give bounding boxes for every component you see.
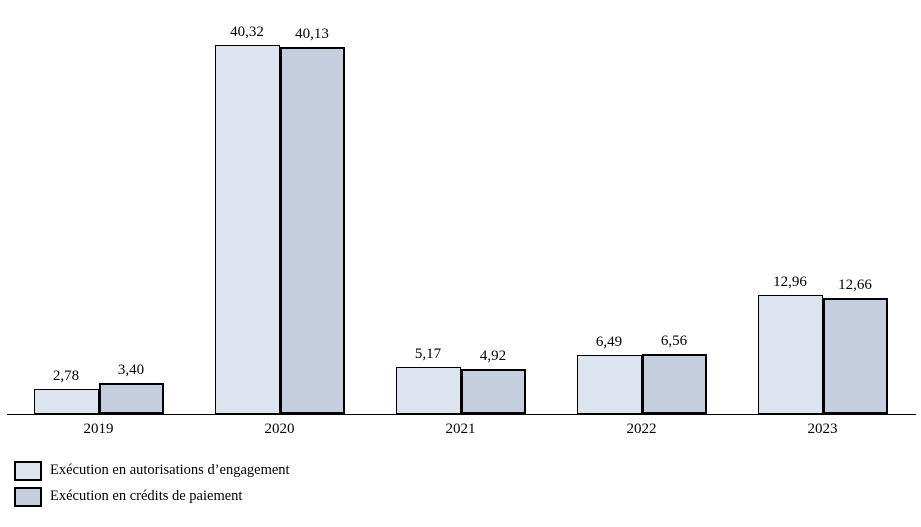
bar-series2-2019 xyxy=(98,383,164,414)
legend-item-autorisations-engagement: Exécution en autorisations d’engagement xyxy=(14,460,290,481)
bar-series1-2022 xyxy=(576,355,642,414)
bar-value-label-series1-2019: 2,78 xyxy=(52,368,80,384)
bar-value-label-series2-2022: 6,56 xyxy=(660,333,688,349)
bar-value-label-series2-2020: 40,13 xyxy=(295,26,329,42)
x-axis-tick-label-2022: 2022 xyxy=(626,421,657,437)
bar-value-label-series2-2021: 4,92 xyxy=(479,348,507,364)
x-axis-tick-label-2019: 2019 xyxy=(83,421,114,437)
bar-series2-2020 xyxy=(279,47,345,414)
plot-area: 2,78 3,40 2019 40,32 40,13 2020 5,17 4,92 2021 6,… xyxy=(7,24,916,437)
legend: Exécution en autorisations d’engagement … xyxy=(14,460,290,507)
legend-label-credits-paiement: Exécution en crédits de paiement xyxy=(50,488,243,504)
bar-value-label-series2-2023: 12,66 xyxy=(838,277,872,293)
bar-series1-2019 xyxy=(33,389,99,414)
bar-series2-2021 xyxy=(460,369,526,414)
bar-value-label-series2-2019: 3,40 xyxy=(117,362,145,378)
x-axis-tick-label-2021: 2021 xyxy=(445,421,476,437)
bar-series1-2020 xyxy=(214,45,280,414)
x-axis-tick-label-2020: 2020 xyxy=(264,421,295,437)
bar-value-label-series1-2021: 5,17 xyxy=(414,346,442,362)
bar-value-label-series1-2023: 12,96 xyxy=(773,274,807,290)
x-axis-tick-label-2023: 2023 xyxy=(807,421,838,437)
bar-series2-2023 xyxy=(822,298,888,414)
legend-item-credits-paiement: Exécution en crédits de paiement xyxy=(14,486,290,507)
bar-series1-2023 xyxy=(757,295,823,414)
legend-swatch-credits-paiement xyxy=(14,486,42,507)
legend-swatch-autorisations-engagement xyxy=(14,460,42,481)
bar-value-label-series1-2020: 40,32 xyxy=(230,24,264,40)
bar-series1-2021 xyxy=(395,367,461,414)
x-axis-line xyxy=(7,414,916,415)
bar-series2-2022 xyxy=(641,354,707,414)
bar-value-label-series1-2022: 6,49 xyxy=(595,334,623,350)
legend-label-autorisations-engagement: Exécution en autorisations d’engagement xyxy=(50,462,290,478)
